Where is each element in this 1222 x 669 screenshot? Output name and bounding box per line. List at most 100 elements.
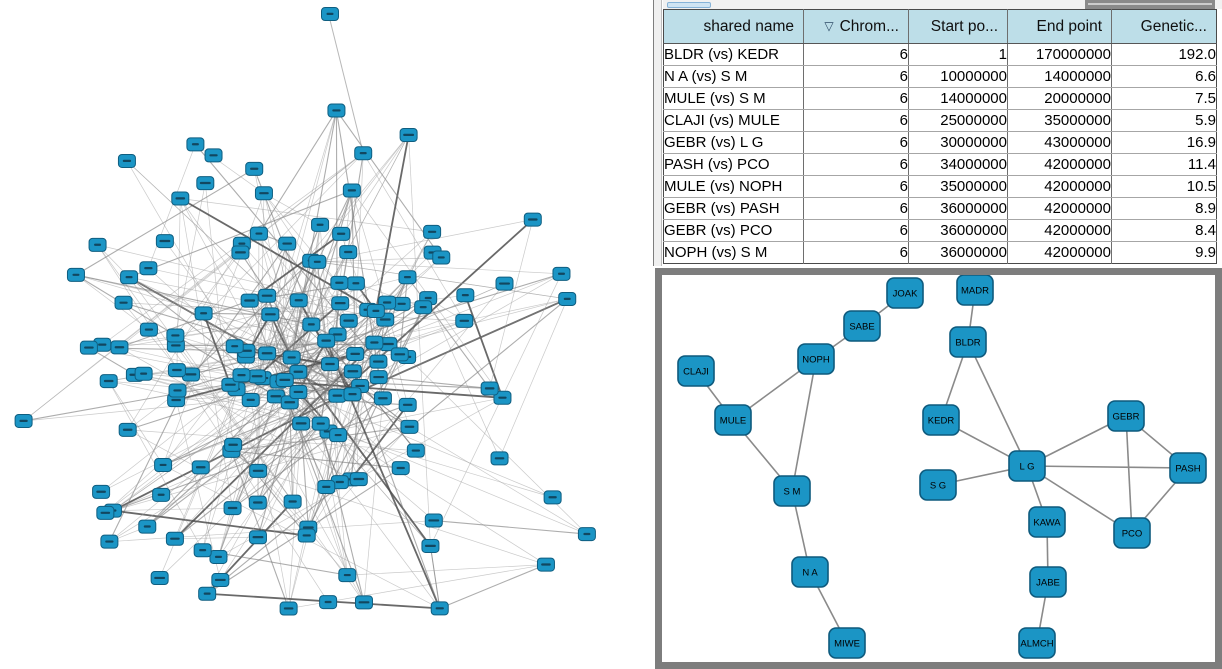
overview-node[interactable] (391, 461, 410, 476)
overview-node[interactable] (254, 186, 273, 201)
overview-node[interactable] (365, 335, 384, 350)
overview-node[interactable] (328, 388, 347, 403)
overview-node[interactable] (139, 261, 158, 276)
overview-node[interactable] (154, 458, 173, 473)
overview-node[interactable] (399, 128, 418, 143)
overview-node[interactable] (79, 340, 98, 355)
overview-node[interactable] (275, 372, 294, 387)
overview-node[interactable] (248, 495, 267, 510)
overview-node[interactable] (134, 366, 153, 381)
overview-node[interactable] (266, 389, 285, 404)
table-row[interactable]: GEBR (vs) PASH 6 36000000 42000000 8.9 (663, 197, 1217, 220)
overview-node[interactable] (204, 148, 223, 163)
overview-node[interactable] (100, 534, 119, 549)
overview-node[interactable] (406, 443, 425, 458)
overview-node[interactable] (421, 538, 440, 553)
table-row[interactable]: GEBR (vs) PCO 6 36000000 42000000 8.4 (663, 219, 1217, 242)
column-header-end-point[interactable]: End point (1007, 9, 1112, 44)
overview-node[interactable] (258, 288, 277, 303)
subnetwork-node-sg[interactable]: S G (919, 469, 957, 501)
subnetwork-node-kedr[interactable]: KEDR (922, 404, 960, 436)
overview-node[interactable] (297, 528, 316, 543)
overview-node[interactable] (231, 245, 250, 260)
overview-node[interactable] (369, 354, 388, 369)
overview-node[interactable] (118, 422, 137, 437)
subnetwork-node-gebr[interactable]: GEBR (1107, 400, 1145, 432)
overview-node[interactable] (193, 543, 212, 558)
subnetwork-node-almch[interactable]: ALMCH (1018, 627, 1056, 659)
network-overview-canvas[interactable] (0, 0, 653, 669)
overview-node[interactable] (490, 451, 509, 466)
overview-node[interactable] (279, 601, 298, 616)
overview-node[interactable] (343, 364, 362, 379)
overview-node[interactable] (414, 300, 433, 315)
table-row[interactable]: CLAJI (vs) MULE 6 25000000 35000000 5.9 (663, 109, 1217, 132)
overview-node[interactable] (139, 322, 158, 337)
overview-node[interactable] (327, 103, 346, 118)
table-row[interactable]: NOPH (vs) S M 6 36000000 42000000 9.9 (663, 241, 1217, 264)
overview-node[interactable] (343, 387, 362, 402)
overview-node[interactable] (329, 428, 348, 443)
overview-node[interactable] (283, 494, 302, 509)
overview-node[interactable] (311, 416, 330, 431)
overview-node[interactable] (552, 266, 571, 281)
overview-node[interactable] (14, 413, 33, 428)
overview-node[interactable] (196, 176, 215, 191)
overview-node[interactable] (424, 513, 443, 528)
overview-node[interactable] (245, 161, 264, 176)
overview-node[interactable] (398, 397, 417, 412)
subnetwork-node-kawa[interactable]: KAWA (1028, 506, 1066, 538)
overview-node[interactable] (209, 549, 228, 564)
subnetwork-node-sm[interactable]: S M (773, 475, 811, 507)
overview-node[interactable] (232, 368, 251, 383)
overview-node[interactable] (292, 416, 311, 431)
overview-node[interactable] (88, 237, 107, 252)
overview-node[interactable] (249, 463, 268, 478)
overview-node[interactable] (379, 337, 398, 352)
overview-node[interactable] (117, 153, 136, 168)
overview-node[interactable] (330, 275, 349, 290)
column-header-start-po[interactable]: Start po... (908, 9, 1008, 44)
overview-node[interactable] (423, 224, 442, 239)
overview-node[interactable] (138, 519, 157, 534)
overview-node[interactable] (495, 276, 514, 291)
overview-node[interactable] (248, 530, 267, 545)
overview-node[interactable] (366, 303, 385, 318)
overview-node[interactable] (455, 313, 474, 328)
subnetwork-node-noph[interactable]: NOPH (797, 343, 835, 375)
subnetwork-canvas[interactable]: JOAK SABE NOPH CLAJI MULE S M N A MIWE MADR BLDR K… (662, 275, 1215, 662)
overview-node[interactable] (321, 7, 339, 21)
overview-node[interactable] (280, 395, 299, 410)
column-header-chrom[interactable]: ▽ Chrom... (803, 9, 909, 44)
overview-node[interactable] (369, 370, 388, 385)
overview-node[interactable] (223, 501, 242, 516)
overview-node[interactable] (317, 333, 336, 348)
overview-node[interactable] (432, 250, 451, 265)
overview-node[interactable] (332, 226, 351, 241)
overview-node[interactable] (99, 374, 118, 389)
subnetwork-node-sabe[interactable]: SABE (843, 310, 881, 342)
overview-node[interactable] (311, 217, 330, 232)
overview-node[interactable] (400, 419, 419, 434)
overview-node[interactable] (308, 254, 327, 269)
column-header-genetic[interactable]: Genetic... (1111, 9, 1217, 44)
overview-node[interactable] (186, 137, 205, 152)
table-row[interactable]: MULE (vs) S M 6 14000000 20000000 7.5 (663, 87, 1217, 110)
overview-node[interactable] (66, 267, 85, 282)
overview-node[interactable] (493, 390, 512, 405)
subnetwork-node-bldr[interactable]: BLDR (949, 326, 987, 358)
overview-node[interactable] (167, 363, 186, 378)
overview-node[interactable] (96, 505, 115, 520)
overview-node[interactable] (373, 391, 392, 406)
subnetwork-node-claji[interactable]: CLAJI (677, 355, 715, 387)
table-row[interactable]: PASH (vs) PCO 6 34000000 42000000 11.4 (663, 153, 1217, 176)
overview-node[interactable] (317, 479, 336, 494)
overview-node[interactable] (166, 328, 185, 343)
overview-node[interactable] (354, 595, 373, 610)
overview-node[interactable] (150, 571, 169, 586)
overview-node[interactable] (241, 392, 260, 407)
overview-node[interactable] (523, 212, 542, 227)
overview-node[interactable] (289, 385, 308, 400)
overview-node[interactable] (248, 369, 267, 384)
overview-node[interactable] (354, 146, 373, 161)
